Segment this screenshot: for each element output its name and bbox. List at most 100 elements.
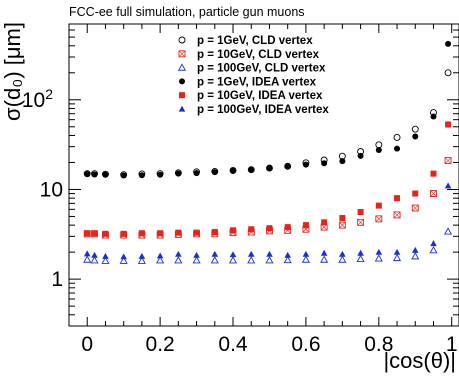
- marker-square: [375, 202, 382, 209]
- x-tick-label: 0.8: [364, 333, 393, 356]
- series-2: [83, 227, 453, 264]
- data-point: [91, 251, 98, 258]
- data-point: [375, 202, 382, 209]
- data-point: [138, 252, 146, 259]
- data-point: [429, 245, 438, 254]
- data-point: [248, 166, 255, 173]
- data-point: [430, 190, 437, 197]
- legend-label: p = 1GeV, IDEA vertex: [197, 76, 317, 88]
- data-point: [156, 252, 164, 259]
- data-point: [321, 160, 328, 167]
- marker-square: [444, 157, 452, 165]
- data-point: [338, 221, 346, 229]
- marker-square-cross: [357, 219, 364, 226]
- data-point: [411, 251, 420, 260]
- data-point: [375, 147, 382, 154]
- data-point: [101, 256, 110, 264]
- data-point: [266, 225, 273, 232]
- marker-square: [357, 209, 364, 216]
- marker-square-cross: [339, 221, 346, 229]
- data-point: [157, 171, 164, 178]
- plot-frame: [68, 23, 459, 327]
- marker-square: [230, 227, 237, 234]
- data-point: [411, 246, 419, 253]
- data-point: [175, 170, 182, 177]
- data-point: [138, 230, 145, 237]
- data-point: [119, 256, 128, 264]
- data-point: [157, 230, 164, 237]
- x-tick-label: 0.6: [291, 333, 320, 356]
- data-point: [430, 113, 437, 120]
- marker-square: [84, 230, 91, 237]
- data-point: [375, 141, 383, 149]
- marker-square: [193, 229, 200, 236]
- data-point: [284, 251, 291, 258]
- marker-square: [284, 224, 291, 231]
- data-point: [175, 250, 182, 257]
- legend-label: p = 10GeV, IDEA vertex: [197, 90, 323, 102]
- data-point: [91, 171, 98, 178]
- data-point: [229, 251, 237, 258]
- data-point: [137, 256, 146, 264]
- marker-square: [157, 230, 164, 237]
- data-point: [430, 170, 437, 177]
- marker-square: [102, 230, 109, 237]
- legend-label: p = 100GeV, CLD vertex: [197, 63, 326, 75]
- marker-square-cross: [393, 211, 401, 219]
- marker-square-cross: [444, 157, 452, 164]
- data-point: [102, 252, 109, 259]
- data-point: [230, 227, 237, 234]
- data-point: [178, 36, 186, 44]
- data-point: [393, 211, 401, 219]
- y-tick-exponent: 2: [45, 86, 53, 102]
- data-point: [301, 255, 310, 263]
- data-point: [247, 256, 256, 264]
- series-4: [84, 121, 452, 237]
- data-point: [339, 215, 346, 222]
- marker-square: [211, 229, 218, 236]
- data-point: [266, 164, 273, 171]
- marker-square: [411, 204, 419, 212]
- marker-square: [339, 215, 346, 222]
- data-point: [338, 255, 347, 263]
- marker-square: [412, 190, 419, 197]
- data-point: [266, 250, 273, 257]
- data-point: [321, 219, 328, 226]
- data-point: [444, 182, 452, 189]
- data-point: [302, 222, 309, 229]
- data-point: [394, 195, 401, 202]
- data-point: [120, 253, 127, 260]
- data-point: [247, 250, 255, 257]
- data-point: [193, 229, 200, 236]
- y-tick-base: 10: [22, 89, 45, 112]
- marker-square: [338, 221, 346, 229]
- data-point: [356, 254, 365, 263]
- data-point: [91, 230, 98, 237]
- data-point: [83, 250, 91, 257]
- data-point: [179, 78, 185, 85]
- data-point: [178, 105, 186, 112]
- x-tick-label: 0.2: [146, 333, 175, 356]
- series-5: [83, 182, 452, 260]
- y-axis-title: σ(d₀) [μm]: [0, 22, 25, 121]
- marker-square-cross: [412, 204, 419, 212]
- data-point: [230, 167, 237, 174]
- data-point: [248, 226, 255, 233]
- data-point: [357, 152, 364, 159]
- data-point: [84, 230, 91, 237]
- data-point: [393, 248, 401, 255]
- marker-square: [321, 219, 328, 226]
- data-point: [211, 250, 219, 257]
- marker-square: [266, 225, 273, 232]
- data-point: [193, 170, 200, 177]
- marker-square-cross: [430, 190, 437, 197]
- legend: p = 1GeV, CLD vertex p = 10GeV, CLD verte…: [177, 35, 329, 116]
- marker-square: [302, 222, 309, 229]
- marker-square: [138, 230, 145, 237]
- data-point: [178, 50, 186, 58]
- marker-square: [175, 229, 182, 236]
- x-tick-label: 0.4: [218, 333, 248, 356]
- data-point: [302, 250, 310, 257]
- marker-square: [91, 230, 98, 237]
